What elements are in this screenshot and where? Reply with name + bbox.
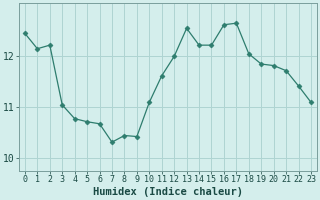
X-axis label: Humidex (Indice chaleur): Humidex (Indice chaleur) — [93, 187, 243, 197]
